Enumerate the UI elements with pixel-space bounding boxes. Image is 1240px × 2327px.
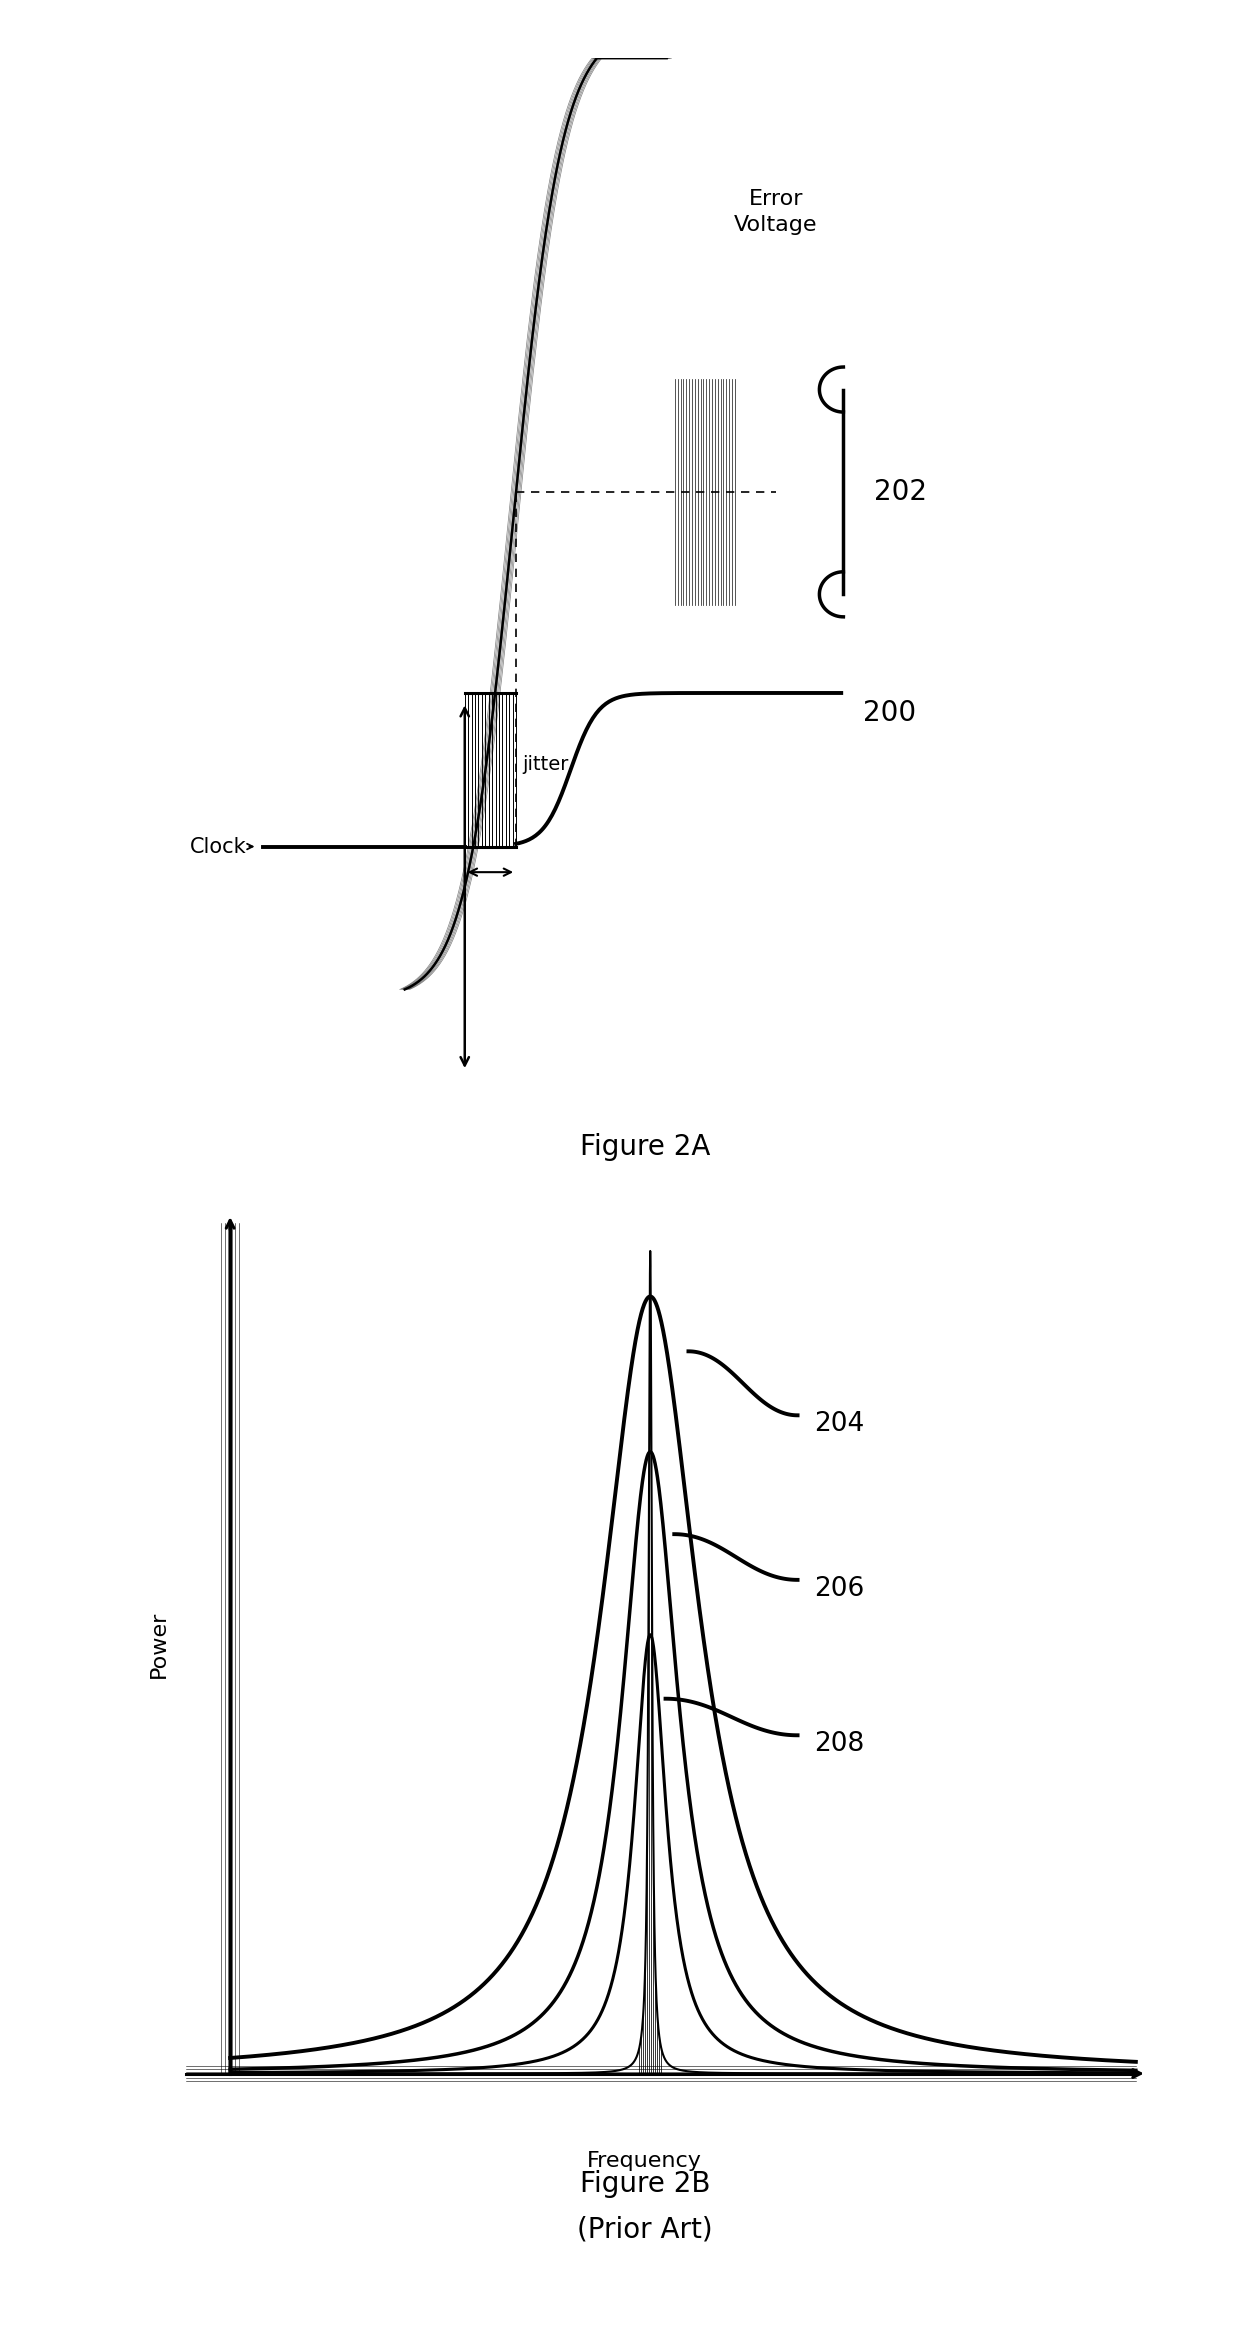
Text: Power: Power xyxy=(149,1610,169,1678)
Text: Figure 2B: Figure 2B xyxy=(579,2169,711,2197)
Text: Clock: Clock xyxy=(190,838,247,856)
Text: 206: 206 xyxy=(813,1575,864,1601)
Text: Frequency: Frequency xyxy=(588,2150,702,2171)
Text: 200: 200 xyxy=(863,700,916,728)
Text: 208: 208 xyxy=(813,1731,864,1757)
Text: (Prior Art): (Prior Art) xyxy=(577,2215,713,2243)
Text: 202: 202 xyxy=(874,477,928,505)
Text: jitter: jitter xyxy=(522,756,569,775)
Text: Figure 2A: Figure 2A xyxy=(579,1133,711,1161)
Text: 204: 204 xyxy=(813,1412,864,1438)
Text: Error
Voltage: Error Voltage xyxy=(734,188,817,235)
